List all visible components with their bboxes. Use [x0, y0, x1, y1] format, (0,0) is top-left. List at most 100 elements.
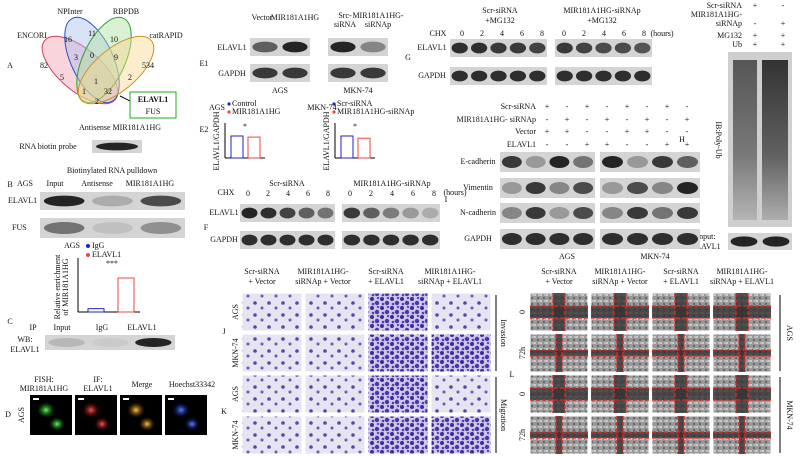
wound-gap	[530, 432, 588, 438]
blot-band	[330, 67, 356, 79]
blot-band	[525, 233, 546, 245]
blot-band	[298, 207, 315, 219]
label: +	[665, 140, 670, 149]
label: MIR181A1HG-	[424, 267, 475, 276]
blot-band	[573, 182, 594, 194]
micrograph	[430, 374, 492, 414]
label: Hoechst33342	[169, 380, 215, 389]
venn-count: 82	[40, 61, 48, 70]
blot-band	[260, 234, 277, 246]
blot-band	[602, 207, 623, 219]
label: -	[566, 102, 569, 111]
blot-band	[556, 42, 573, 54]
label: GAPDH	[418, 71, 446, 80]
legend-marker	[86, 253, 90, 257]
bar	[247, 136, 261, 159]
label: -	[646, 140, 649, 149]
blot-background	[600, 203, 700, 223]
bar	[230, 135, 244, 159]
label: 8	[642, 29, 646, 38]
label: Scr-siRNA	[244, 267, 280, 276]
label: +	[565, 127, 570, 136]
venn-count: 5	[60, 73, 64, 82]
label: IB:Poly-Ub	[714, 121, 723, 158]
label: MIR181A1HG-	[594, 267, 645, 276]
blot-band	[252, 67, 278, 79]
label: +	[645, 115, 650, 124]
blot-band	[382, 234, 400, 246]
label: Scr-siRNA	[482, 6, 518, 15]
venn-count: 32	[104, 87, 112, 96]
label: MIR181A1HG-	[691, 10, 742, 19]
blot-band	[509, 70, 527, 82]
label: Input	[47, 179, 65, 188]
blot-band	[627, 156, 648, 168]
label: 6	[411, 189, 415, 198]
blot-band	[602, 156, 623, 168]
label: AGS	[64, 241, 80, 250]
nucleus	[127, 402, 145, 418]
micrograph	[367, 333, 429, 373]
label: CHX	[218, 188, 235, 197]
label: 2	[582, 29, 586, 38]
label: 0	[562, 29, 566, 38]
label: siRNAp + ELAVL1	[418, 277, 482, 286]
blot-band	[529, 70, 546, 82]
label: 4	[390, 189, 394, 198]
venn-count: 3	[74, 53, 78, 62]
label: Scr-siRNA	[707, 1, 743, 10]
label: AGS	[17, 407, 26, 423]
label: Antisense MIR181A1HG	[79, 123, 161, 132]
micrograph	[367, 415, 429, 455]
blot-background	[500, 229, 595, 249]
label: AGS	[209, 103, 225, 112]
legend-marker	[332, 110, 336, 114]
label: ELAVL1	[127, 323, 156, 332]
blot-band	[421, 234, 439, 246]
panel-letter: F	[204, 223, 209, 232]
blot-band	[451, 42, 468, 54]
label: siRNAp	[716, 19, 742, 28]
label: ELAVL1/GAPDH	[322, 111, 331, 170]
label: ***	[106, 259, 118, 268]
label: + Vector	[545, 277, 573, 286]
blot-band	[573, 156, 594, 168]
venn-count: 16	[64, 35, 72, 44]
label: *	[243, 122, 247, 131]
blot-band	[652, 233, 673, 245]
micrograph	[241, 292, 303, 332]
label: ELAVL1	[691, 242, 720, 251]
label: +MG132	[485, 16, 514, 25]
blot-band	[677, 233, 698, 245]
blot-band	[549, 233, 570, 245]
label: IP	[29, 323, 37, 332]
panel-letter: D	[5, 410, 11, 419]
micrograph	[241, 415, 303, 455]
blot-band	[451, 70, 468, 82]
wound-gap	[713, 388, 771, 400]
blot-band	[652, 207, 673, 219]
label: 0	[246, 189, 250, 198]
label: Input	[54, 323, 72, 332]
label: Vector	[515, 127, 536, 136]
blot-band	[549, 182, 570, 194]
label: +	[753, 31, 758, 40]
blot-band	[43, 222, 85, 234]
blot-band	[140, 195, 182, 207]
blot-background	[40, 192, 185, 210]
blot-band	[360, 67, 386, 79]
venn-count: 2	[95, 97, 99, 106]
label: -	[754, 19, 757, 28]
label: -	[626, 115, 629, 124]
panel-letter: K	[221, 407, 227, 416]
blot-band	[634, 70, 651, 82]
blot-background	[600, 178, 700, 198]
label: 4	[602, 29, 606, 38]
blot-band	[343, 207, 361, 219]
label: +	[665, 102, 670, 111]
label: Scr-siRNA	[337, 99, 373, 108]
blot-band	[509, 42, 527, 54]
label: IgG	[92, 241, 105, 250]
label: -	[546, 115, 549, 124]
label: +MG132	[587, 16, 616, 25]
